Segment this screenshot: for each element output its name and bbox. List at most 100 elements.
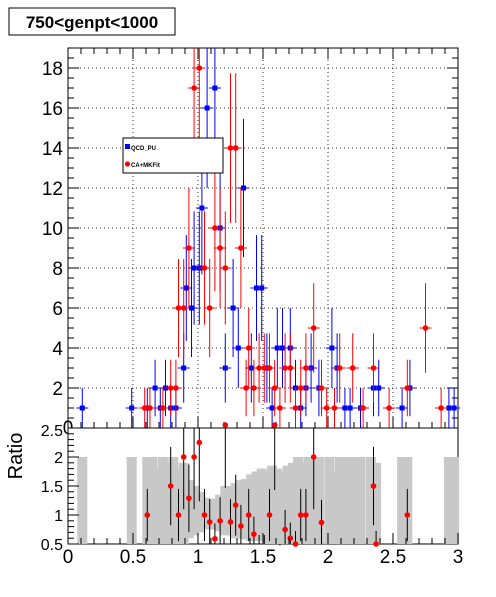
data-point: [349, 365, 356, 371]
ratio-band: [126, 457, 137, 544]
data-point: [243, 385, 249, 391]
data-point: [186, 245, 192, 251]
y-tick-label: 16: [42, 99, 63, 120]
ratio-point: [186, 495, 192, 501]
ratio-point: [303, 512, 309, 518]
y-tick-label: 8: [52, 259, 63, 280]
data-point: [336, 365, 343, 371]
ratio-band: [397, 457, 408, 544]
data-point: [181, 365, 187, 371]
data-point: [292, 405, 299, 411]
data-point: [269, 405, 275, 411]
ratio-point: [297, 512, 304, 518]
ratio-uncertainty-bands: [77, 457, 460, 544]
ratio-band: [77, 457, 88, 544]
ratio-y-tick-label: 1.5: [41, 479, 63, 496]
data-point: [212, 85, 218, 91]
ratio-point: [201, 512, 208, 518]
ratio-band: [147, 457, 158, 544]
ratio-point: [282, 526, 288, 533]
data-point: [438, 405, 444, 411]
data-point: [271, 385, 278, 391]
y-tick-label: 10: [42, 219, 63, 240]
ratio-point: [206, 519, 213, 525]
y-tick-label: 14: [42, 139, 64, 160]
data-point: [422, 325, 429, 331]
data-point: [189, 305, 194, 311]
ratio-point: [217, 518, 223, 524]
x-tick-label: 3: [453, 547, 464, 568]
ratio-band: [324, 457, 335, 544]
x-tick-label: 0: [63, 547, 74, 568]
ratio-points: [144, 422, 411, 547]
ratio-point: [232, 502, 239, 508]
legend-box: [122, 137, 224, 174]
ratio-point: [175, 512, 182, 518]
ratio-band: [272, 468, 283, 544]
y-tick-label: 2: [52, 379, 63, 400]
data-point: [245, 345, 252, 351]
ratio-band: [371, 462, 382, 544]
data-point: [183, 285, 189, 291]
ratio-band: [189, 486, 200, 536]
main-plot-grid: [68, 48, 458, 428]
ratio-point: [292, 541, 299, 547]
data-point: [79, 405, 85, 411]
legend-marker-ca-mkfit: [124, 161, 131, 167]
ratio-band: [339, 457, 350, 544]
data-point: [238, 245, 244, 251]
ratio-point: [227, 519, 234, 525]
series-ca-mkfit: [138, 48, 448, 428]
ratio-panel: 0.511.52 0 0.5 1 1.5 2 2.5 3 2.5 Ratio: [5, 422, 463, 568]
ratio-point: [212, 535, 218, 542]
ratio-y-axis: 0.5 1 1.5 2: [41, 427, 79, 554]
data-point: [217, 245, 223, 251]
data-point: [201, 265, 208, 271]
legend-label-ca-mkfit: CA+MKFit: [131, 163, 160, 169]
ratio-band: [287, 462, 298, 544]
data-point: [399, 405, 405, 411]
ratio-band: [163, 462, 174, 544]
ratio-point: [370, 483, 377, 489]
ratio-band: [329, 471, 340, 544]
ratio-point: [191, 454, 197, 460]
ratio-x-axis: 0 0.5 1 1.5 2 2.5 3: [63, 533, 464, 568]
ratio-point: [266, 512, 273, 518]
ratio-band: [157, 457, 168, 544]
data-point: [360, 405, 366, 411]
ratio-band: [220, 486, 231, 536]
data-point: [204, 105, 210, 111]
x-tick-label: 1.5: [250, 547, 276, 568]
ratio-band: [152, 468, 163, 544]
main-y-axis: 2 4 6 8 10 12 14 16 18: [42, 47, 458, 429]
data-point: [232, 145, 239, 151]
data-point: [180, 305, 187, 311]
legend: QCD_PU CA+MKFit: [122, 137, 224, 174]
data-point: [152, 385, 158, 391]
ratio-point: [144, 512, 151, 518]
ratio-point: [318, 519, 325, 526]
data-point: [451, 405, 457, 411]
title-box: [8, 7, 176, 36]
data-point: [297, 385, 304, 391]
data-point: [199, 205, 205, 211]
data-point: [235, 345, 241, 351]
data-point: [266, 365, 273, 371]
ratio-y-top-label: 2.5: [41, 423, 63, 440]
ratio-band: [282, 465, 293, 544]
ratio-band: [443, 457, 454, 544]
ratio-band: [261, 471, 272, 544]
ratio-band: [209, 498, 220, 530]
data-point: [173, 385, 179, 391]
x-tick-label: 0.5: [120, 547, 146, 568]
ratio-y-tick-label: 1: [54, 508, 63, 525]
ratio-point: [167, 483, 174, 489]
data-point: [259, 285, 265, 291]
y-tick-label: 12: [42, 179, 63, 200]
data-point: [386, 405, 392, 411]
data-point: [318, 385, 325, 391]
data-point: [331, 405, 338, 411]
data-point: [248, 365, 254, 371]
data-point: [280, 345, 285, 351]
